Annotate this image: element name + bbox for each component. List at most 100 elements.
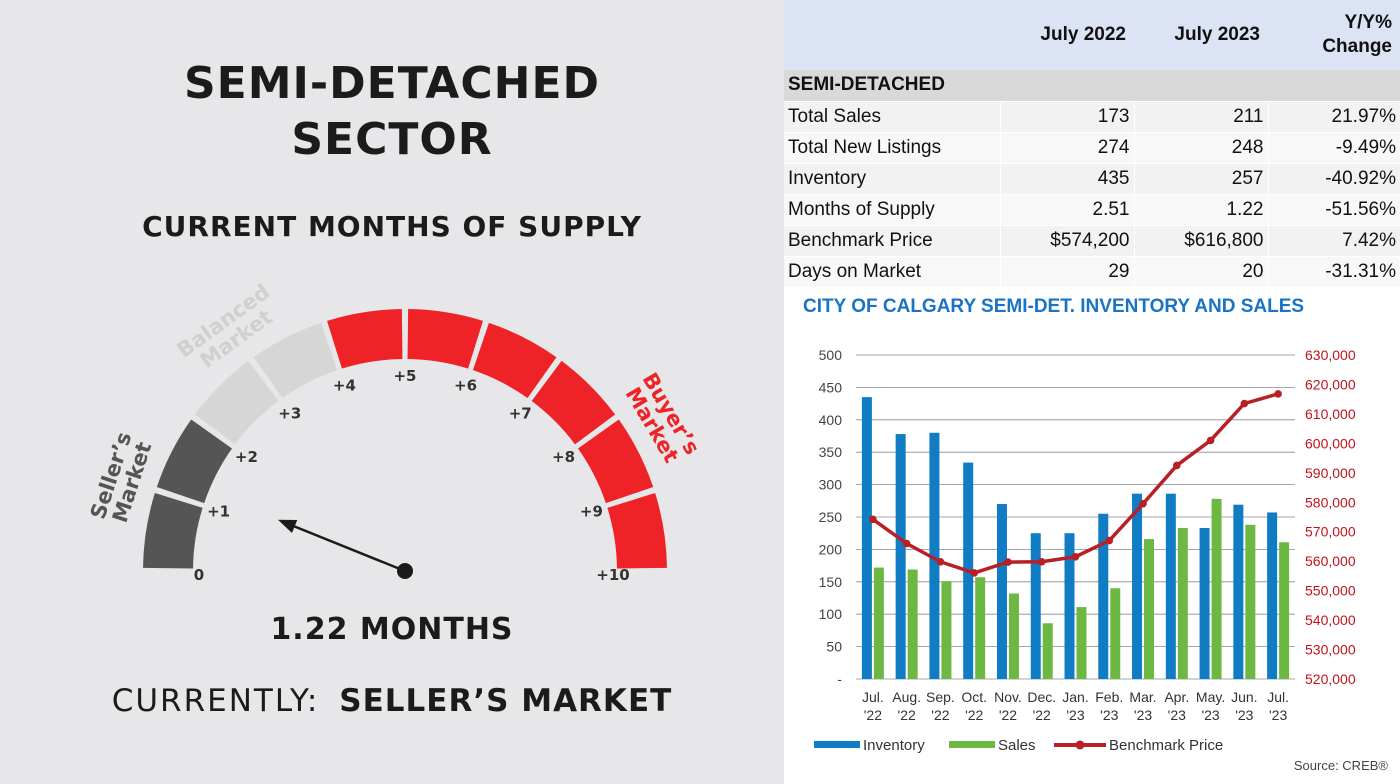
status-label: CURRENTLY: <box>111 683 320 719</box>
bar-sales <box>1245 524 1256 679</box>
gauge-tick-label: +9 <box>580 502 603 520</box>
left-axis-tick: 350 <box>819 444 843 460</box>
gauge-needle-tip <box>277 519 298 533</box>
months-of-supply-gauge: 0+1+2+3+4+5+6+7+8+9+10Seller’sMarketBala… <box>86 279 705 584</box>
gauge-segment <box>253 322 338 399</box>
x-axis-tick: '22 <box>999 707 1017 723</box>
right-axis-tick: 520,000 <box>1305 671 1356 687</box>
cell-v2022: 2.51 <box>999 194 1134 226</box>
cell-label: Benchmark Price <box>784 225 1000 257</box>
cell-v2022: $574,200 <box>999 225 1134 257</box>
left-axis-tick: 50 <box>826 639 842 655</box>
cell-v2023: 20 <box>1133 256 1268 288</box>
cell-change: -51.56% <box>1267 194 1400 226</box>
x-axis-tick: Aug. <box>892 689 921 705</box>
bar-inventory <box>1064 533 1075 679</box>
section-label: SEMI-DETACHED <box>784 70 1400 102</box>
gauge-tick-label: +10 <box>596 566 629 584</box>
header-change: Change <box>1322 36 1392 57</box>
bar-inventory <box>1165 493 1176 679</box>
legend-label-sales: Sales <box>998 737 1036 754</box>
x-axis-tick: '23 <box>1201 707 1219 723</box>
benchmark-price-point <box>1240 399 1249 408</box>
legend-swatch-price-dot <box>1075 740 1085 750</box>
cell-v2022: 29 <box>999 256 1134 288</box>
bar-inventory <box>861 397 872 679</box>
right-axis-tick: 550,000 <box>1305 583 1356 599</box>
benchmark-price-point <box>936 557 945 566</box>
benchmark-price-point <box>1037 557 1046 566</box>
x-axis-tick: Mar. <box>1129 689 1156 705</box>
header-blank <box>784 0 1000 70</box>
gauge-tick-label: +5 <box>393 367 416 385</box>
gauge-segment <box>143 493 203 569</box>
left-axis-tick: 100 <box>819 606 843 622</box>
cell-v2023: $616,800 <box>1133 225 1268 257</box>
gauge-segment <box>607 493 667 569</box>
table-row: Months of Supply 2.51 1.22 -51.56% <box>784 194 1400 226</box>
left-axis-tick: - <box>837 671 842 687</box>
gauge-needle-hub <box>397 563 413 579</box>
right-axis-tick: 630,000 <box>1305 347 1356 363</box>
bar-inventory <box>1132 493 1143 679</box>
legend-label-inventory: Inventory <box>863 737 925 754</box>
right-axis-tick: 580,000 <box>1305 494 1356 510</box>
benchmark-price-point <box>869 515 877 524</box>
gauge-tick-label: +7 <box>509 404 532 422</box>
gauge-segment <box>194 360 279 445</box>
x-axis-tick: Oct. <box>961 689 987 705</box>
benchmark-price-point <box>1173 461 1181 470</box>
gauge-needle <box>286 522 406 573</box>
status-value: SELLER’S MARKET <box>339 683 673 719</box>
table-section-row: SEMI-DETACHED <box>784 70 1400 102</box>
x-axis-tick: '22 <box>898 707 916 723</box>
x-axis-tick: Jul. <box>862 689 884 705</box>
cell-v2022: 435 <box>999 163 1134 195</box>
right-axis-tick: 570,000 <box>1305 524 1356 540</box>
bar-sales <box>1008 593 1019 679</box>
gauge-segment <box>472 322 557 399</box>
stats-table: July 2022 July 2023 Y/Y% Change SEMI-DET… <box>784 0 1400 288</box>
cell-v2023: 1.22 <box>1133 194 1268 226</box>
legend-label-price: Benchmark Price <box>1109 737 1223 754</box>
bar-inventory <box>1098 513 1109 679</box>
cell-change: 21.97% <box>1267 101 1400 133</box>
source-note: Source: CREB® <box>1293 758 1388 773</box>
right-axis-tick: 620,000 <box>1305 376 1356 392</box>
cell-label: Months of Supply <box>784 194 1000 226</box>
right-axis-tick: 590,000 <box>1305 465 1356 481</box>
gauge-segment <box>407 309 483 369</box>
bar-sales <box>1144 539 1155 679</box>
x-axis-tick: Dec. <box>1027 689 1056 705</box>
x-axis-tick: '22 <box>1033 707 1051 723</box>
left-axis-tick: 150 <box>819 574 843 590</box>
x-axis-tick: Sep. <box>926 689 955 705</box>
header-july-2023: July 2023 <box>1134 0 1268 70</box>
cell-v2022: 173 <box>999 101 1134 133</box>
bar-sales <box>941 581 952 679</box>
legend-swatch-inventory <box>814 741 860 748</box>
gauge-tick-label: +8 <box>552 448 575 466</box>
market-status: CURRENTLY: SELLER’S MARKET <box>0 683 784 719</box>
gauge-tick-label: +3 <box>278 404 301 422</box>
cell-label: Inventory <box>784 163 1000 195</box>
x-axis-tick: Nov. <box>994 689 1022 705</box>
right-axis-tick: 600,000 <box>1305 435 1356 451</box>
right-axis-tick: 560,000 <box>1305 553 1356 569</box>
x-axis-tick: '22 <box>965 707 983 723</box>
benchmark-price-point <box>1139 499 1147 508</box>
cell-v2023: 211 <box>1133 101 1268 133</box>
right-axis-tick: 530,000 <box>1305 642 1356 658</box>
bar-sales <box>1211 498 1222 679</box>
x-axis-tick: '23 <box>1066 707 1084 723</box>
table-row: Days on Market 29 20 -31.31% <box>784 256 1400 288</box>
x-axis-tick: '23 <box>1168 707 1186 723</box>
bar-sales <box>975 577 986 679</box>
x-axis-tick: '23 <box>1269 707 1287 723</box>
table-row: Total Sales 173 211 21.97% <box>784 101 1400 133</box>
gauge-tick-label: +1 <box>207 502 230 520</box>
right-panel: July 2022 July 2023 Y/Y% Change SEMI-DET… <box>784 0 1400 784</box>
gauge-segment <box>327 309 403 369</box>
x-axis-tick: Jul. <box>1267 689 1289 705</box>
